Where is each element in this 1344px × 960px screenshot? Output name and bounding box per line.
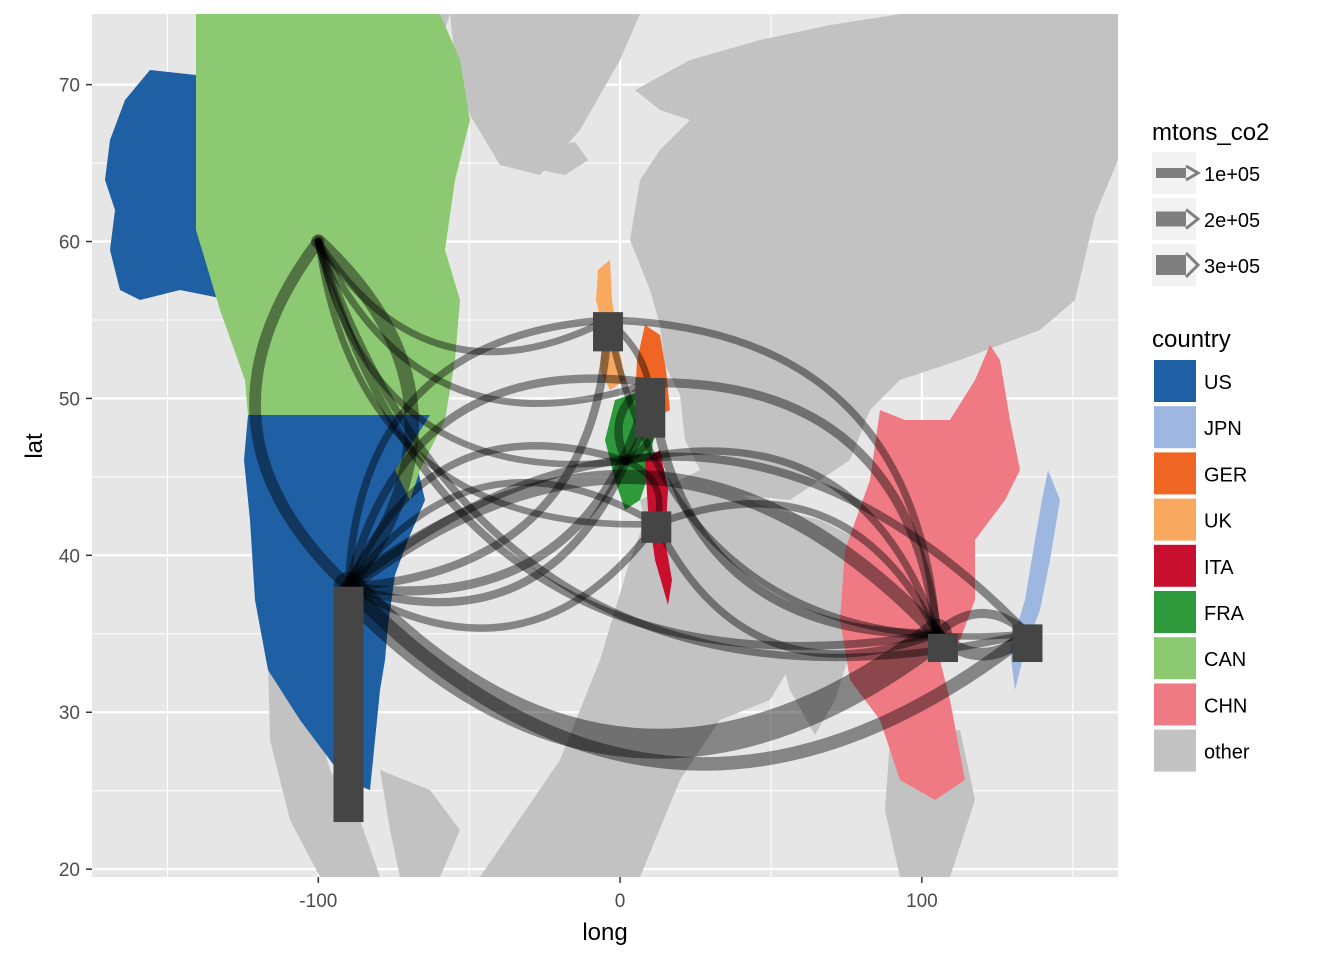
y-axis: 20 30 40 50 60 70	[59, 76, 92, 881]
fill-key-swatch-can	[1154, 637, 1196, 680]
flow-arc	[652, 520, 941, 658]
x-tick-label: -100	[299, 891, 337, 912]
fill-key-label: CAN	[1204, 649, 1246, 671]
size-legend-title: mtons_co2	[1152, 119, 1269, 146]
flow-arc	[652, 500, 941, 638]
x-tick-label: 100	[906, 891, 938, 912]
flow-arc	[344, 452, 1032, 638]
fill-key-label: ITA	[1204, 557, 1234, 579]
flow-arc	[344, 457, 631, 607]
flow-arc	[344, 479, 660, 591]
land-canada	[196, 14, 470, 500]
fill-legend-title: country	[1152, 326, 1231, 353]
size-legend: mtons_co2 1e+05 2e+05 3e+05	[1152, 119, 1269, 286]
size-key-arrow	[1185, 164, 1201, 182]
land-central-america	[380, 770, 460, 877]
fill-key-label: CHN	[1204, 695, 1247, 717]
flow-arcs	[249, 234, 1035, 771]
bars	[333, 312, 1043, 823]
flow-arc	[249, 235, 355, 593]
flow-arc	[314, 237, 1032, 662]
fill-key-label: FRA	[1204, 603, 1245, 625]
bar-chn	[927, 633, 958, 663]
x-tick-label: 0	[615, 891, 626, 912]
flow-arc	[645, 378, 942, 639]
flow-arc	[344, 316, 612, 591]
fill-legend: country US JPN GER UK ITA FRA CAN CHN other	[1152, 326, 1250, 772]
fill-key-swatch-ger	[1154, 452, 1196, 495]
size-key-label: 3e+05	[1204, 256, 1260, 278]
size-key-bar	[1156, 211, 1186, 227]
land-mexico	[268, 660, 380, 877]
flow-arc	[341, 469, 945, 641]
bar-ita	[641, 511, 672, 543]
y-axis-title: lat	[21, 433, 48, 459]
flow-arc	[314, 238, 654, 407]
y-tick-label: 70	[59, 76, 80, 97]
land-greenland	[450, 14, 640, 175]
y-tick-label: 60	[59, 233, 80, 254]
flow-arc	[344, 441, 630, 591]
fill-key-swatch-other	[1154, 729, 1196, 772]
flow-arc	[314, 238, 612, 356]
flow-arc	[314, 237, 941, 650]
y-tick-label: 40	[59, 546, 80, 567]
flow-arc	[343, 378, 655, 596]
flow-arc	[315, 238, 630, 468]
size-key-arrow	[1185, 208, 1201, 230]
y-tick-label: 20	[59, 860, 80, 881]
bar-ger	[635, 378, 666, 438]
flow-arc	[604, 316, 941, 638]
size-key-label: 2e+05	[1204, 210, 1260, 232]
y-tick-label: 50	[59, 389, 80, 410]
land-india	[770, 560, 860, 735]
x-axis-title: long	[582, 919, 627, 946]
size-key-bar	[1156, 168, 1186, 178]
fill-key-swatch-ita	[1154, 544, 1196, 587]
flow-arc	[645, 378, 942, 639]
flow-arc	[344, 520, 661, 632]
bar-uk	[593, 312, 624, 352]
fill-key-label: US	[1204, 372, 1232, 394]
fill-key-swatch-uk	[1154, 498, 1196, 541]
flow-arc	[315, 238, 660, 528]
world-map	[105, 14, 1118, 877]
fill-key-label: JPN	[1204, 418, 1242, 440]
size-key-bar	[1156, 255, 1186, 275]
fill-key-swatch-jpn	[1154, 406, 1196, 449]
flow-arc	[341, 579, 1035, 771]
bar-us	[333, 586, 364, 823]
flow-arc	[344, 315, 613, 591]
x-axis: -100 0 100	[299, 877, 938, 912]
land-iceland	[535, 142, 588, 175]
size-key-arrow	[1184, 251, 1201, 279]
fill-key-swatch-chn	[1154, 683, 1196, 726]
land-china	[840, 345, 1020, 800]
fill-key-swatch-us	[1154, 360, 1196, 402]
y-tick-label: 30	[59, 703, 80, 724]
flow-arc	[311, 234, 419, 594]
flow-arc	[344, 374, 655, 591]
land-middle-east-africa	[480, 470, 860, 877]
fill-key-label: UK	[1204, 511, 1232, 533]
bar-jpn	[1012, 624, 1043, 663]
size-key-label: 1e+05	[1204, 164, 1260, 186]
flow-arc	[622, 447, 941, 638]
fill-key-swatch-fra	[1154, 591, 1196, 633]
land-eurasia-north	[630, 14, 1118, 500]
land-alaska	[105, 70, 260, 300]
fill-key-label: GER	[1204, 464, 1247, 486]
flow-arc	[333, 571, 952, 759]
fill-key-label: other	[1204, 742, 1250, 764]
